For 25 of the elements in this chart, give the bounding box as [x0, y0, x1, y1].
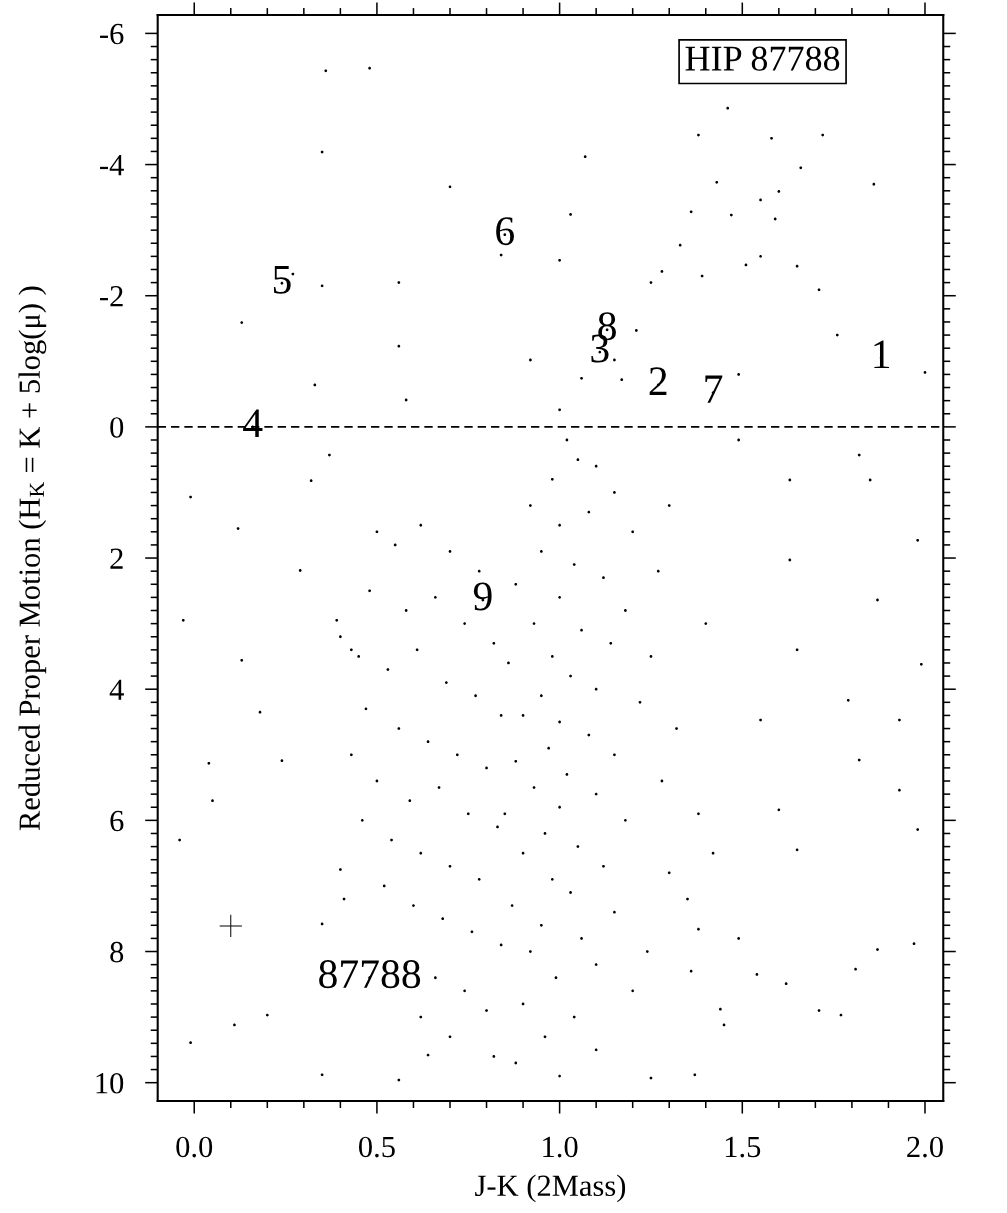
x-tick-label: 0.5: [358, 1136, 395, 1158]
annotation: 9: [473, 582, 492, 611]
y-tick-label: 6: [110, 810, 124, 832]
x-tick-label: 2.0: [907, 1136, 943, 1158]
y-tick-label: -6: [100, 23, 124, 45]
y-tick-label: 2: [110, 548, 123, 569]
y-axis-title: Reduced Proper Motion (H$_{K}$ = K + 5log(μ) ): [18, 286, 47, 831]
x-tick-label: 1.5: [725, 1136, 761, 1158]
x-axis-title: J-K (2Mass): [475, 1174, 626, 1203]
y-tick-label: -2: [100, 286, 123, 307]
text: HIP 87788: [685, 46, 840, 71]
x-tick-label: 0.0: [176, 1136, 213, 1158]
annotation: 1: [874, 340, 890, 369]
y-tick-label: 4: [109, 679, 124, 700]
y-tick-label: -4: [100, 155, 124, 176]
y-tick-label: 8: [110, 941, 124, 963]
annotation: 5: [273, 266, 291, 294]
annotation: 7: [705, 375, 723, 403]
annotation: 87788: [319, 960, 421, 989]
annotation: 6: [496, 217, 514, 246]
x-tick-label: 1.0: [543, 1136, 578, 1158]
annotation: 2: [649, 367, 667, 395]
y-tick-label: 10: [96, 1072, 124, 1094]
y-tick-label: 0: [110, 417, 124, 438]
annotation: 4: [243, 409, 263, 437]
